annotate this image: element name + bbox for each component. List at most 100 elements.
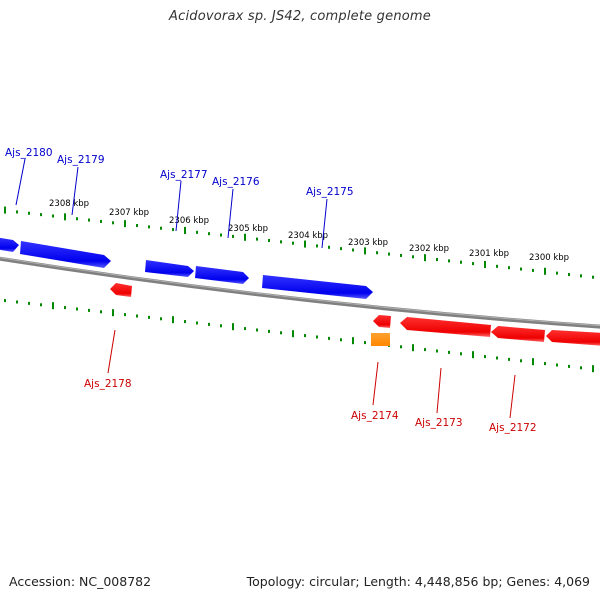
minor-tick [196, 230, 198, 234]
major-tick [124, 220, 126, 228]
reverse-genes [110, 283, 600, 346]
gene-label-ajs-2175[interactable]: Ajs_2175 [306, 186, 354, 198]
gene-label-ajs-2172[interactable]: Ajs_2172 [489, 422, 537, 434]
major-tick [544, 267, 546, 275]
minor-tick [328, 245, 330, 249]
minor-tick [280, 240, 282, 244]
minor-tick [292, 241, 294, 245]
minor-tick [28, 211, 30, 215]
major-tick [592, 365, 594, 373]
gene-arrow-ajs-2178[interactable] [110, 283, 132, 297]
minor-tick [136, 224, 138, 228]
gene-arrow-ajs-2172a[interactable] [491, 326, 545, 342]
major-tick [184, 226, 186, 234]
minor-tick [448, 259, 450, 263]
tick-label: 2303 kbp [348, 238, 388, 248]
minor-tick [112, 221, 114, 225]
minor-tick [16, 210, 18, 214]
minor-tick [556, 363, 558, 367]
gene-label-ajs-2174[interactable]: Ajs_2174 [351, 410, 399, 422]
minor-tick [436, 258, 438, 262]
minor-tick [220, 233, 222, 237]
tick-label: 2307 kbp [109, 208, 149, 218]
tick-label: 2302 kbp [409, 244, 449, 254]
upper-tick-track [4, 206, 594, 279]
gene-arrow-ajs-2179[interactable] [20, 241, 111, 268]
minor-tick [496, 356, 498, 360]
accession-label: Accession: NC_008782 [9, 574, 152, 589]
minor-tick [76, 217, 78, 221]
gene-label-ajs-2176[interactable]: Ajs_2176 [212, 176, 260, 188]
minor-tick [136, 314, 138, 318]
minor-tick [232, 234, 234, 238]
minor-tick [520, 359, 522, 363]
major-tick [484, 260, 486, 268]
major-tick [352, 337, 354, 345]
minor-tick [256, 237, 258, 241]
gene-label-ajs-2180[interactable]: Ajs_2180 [5, 147, 53, 159]
major-tick [292, 330, 294, 338]
minor-tick [544, 362, 546, 366]
gene-arrow-ajs-2172b[interactable] [546, 330, 600, 346]
tick-label: 2300 kbp [529, 253, 569, 263]
minor-tick [100, 219, 102, 223]
minor-tick [400, 345, 402, 349]
gene-arrow-ajs-2173[interactable] [400, 317, 491, 337]
minor-tick [184, 320, 186, 324]
major-tick [112, 309, 114, 317]
minor-tick [40, 303, 42, 307]
minor-tick [400, 253, 402, 257]
minor-tick [64, 306, 66, 310]
minor-tick [472, 262, 474, 266]
gene-label-ajs-2179[interactable]: Ajs_2179 [57, 154, 105, 166]
tick-label: 2304 kbp [288, 231, 328, 241]
minor-tick [52, 214, 54, 218]
minor-tick [340, 338, 342, 342]
minor-tick [280, 331, 282, 335]
minor-tick [508, 266, 510, 270]
feature-orange-block[interactable] [371, 333, 390, 346]
minor-tick [412, 255, 414, 259]
gene-arrow-ajs-2180[interactable] [0, 237, 19, 252]
minor-tick [268, 238, 270, 242]
minor-tick [352, 248, 354, 252]
minor-tick [16, 300, 18, 304]
gene-label-ajs-2178[interactable]: Ajs_2178 [84, 378, 132, 390]
minor-tick [316, 335, 318, 339]
gene-label-ajs-2173[interactable]: Ajs_2173 [415, 417, 463, 429]
minor-tick [304, 334, 306, 338]
minor-tick [244, 327, 246, 331]
gene-arrow-ajs-2175[interactable] [262, 275, 373, 299]
minor-tick [196, 321, 198, 325]
tick-label: 2301 kbp [469, 249, 509, 259]
major-tick [64, 213, 66, 221]
minor-tick [316, 244, 318, 248]
leader-ajs-2172 [509, 374, 516, 419]
major-tick [304, 240, 306, 248]
leader-ajs-2173 [436, 367, 442, 414]
minor-tick [448, 350, 450, 354]
major-tick [472, 351, 474, 359]
minor-tick [568, 364, 570, 368]
minor-tick [124, 313, 126, 317]
gene-arrow-ajs-2174[interactable] [373, 315, 391, 328]
minor-tick [592, 275, 594, 279]
minor-tick [4, 299, 6, 303]
minor-tick [508, 357, 510, 361]
major-tick [244, 233, 246, 241]
minor-tick [460, 352, 462, 356]
top-leaders [15, 158, 328, 249]
minor-tick [460, 260, 462, 264]
gene-arrow-ajs-2177[interactable] [145, 260, 194, 277]
leader-ajs-2174 [372, 361, 379, 406]
minor-tick [148, 315, 150, 319]
leader-ajs-2179 [71, 166, 79, 216]
gene-label-ajs-2177[interactable]: Ajs_2177 [160, 169, 208, 181]
minor-tick [148, 225, 150, 229]
map-title: Acidovorax sp. JS42, complete genome [169, 9, 431, 24]
minor-tick [160, 317, 162, 321]
gene-arrow-ajs-2176[interactable] [195, 266, 249, 284]
leader-ajs-2177 [175, 180, 182, 232]
minor-tick [160, 226, 162, 230]
